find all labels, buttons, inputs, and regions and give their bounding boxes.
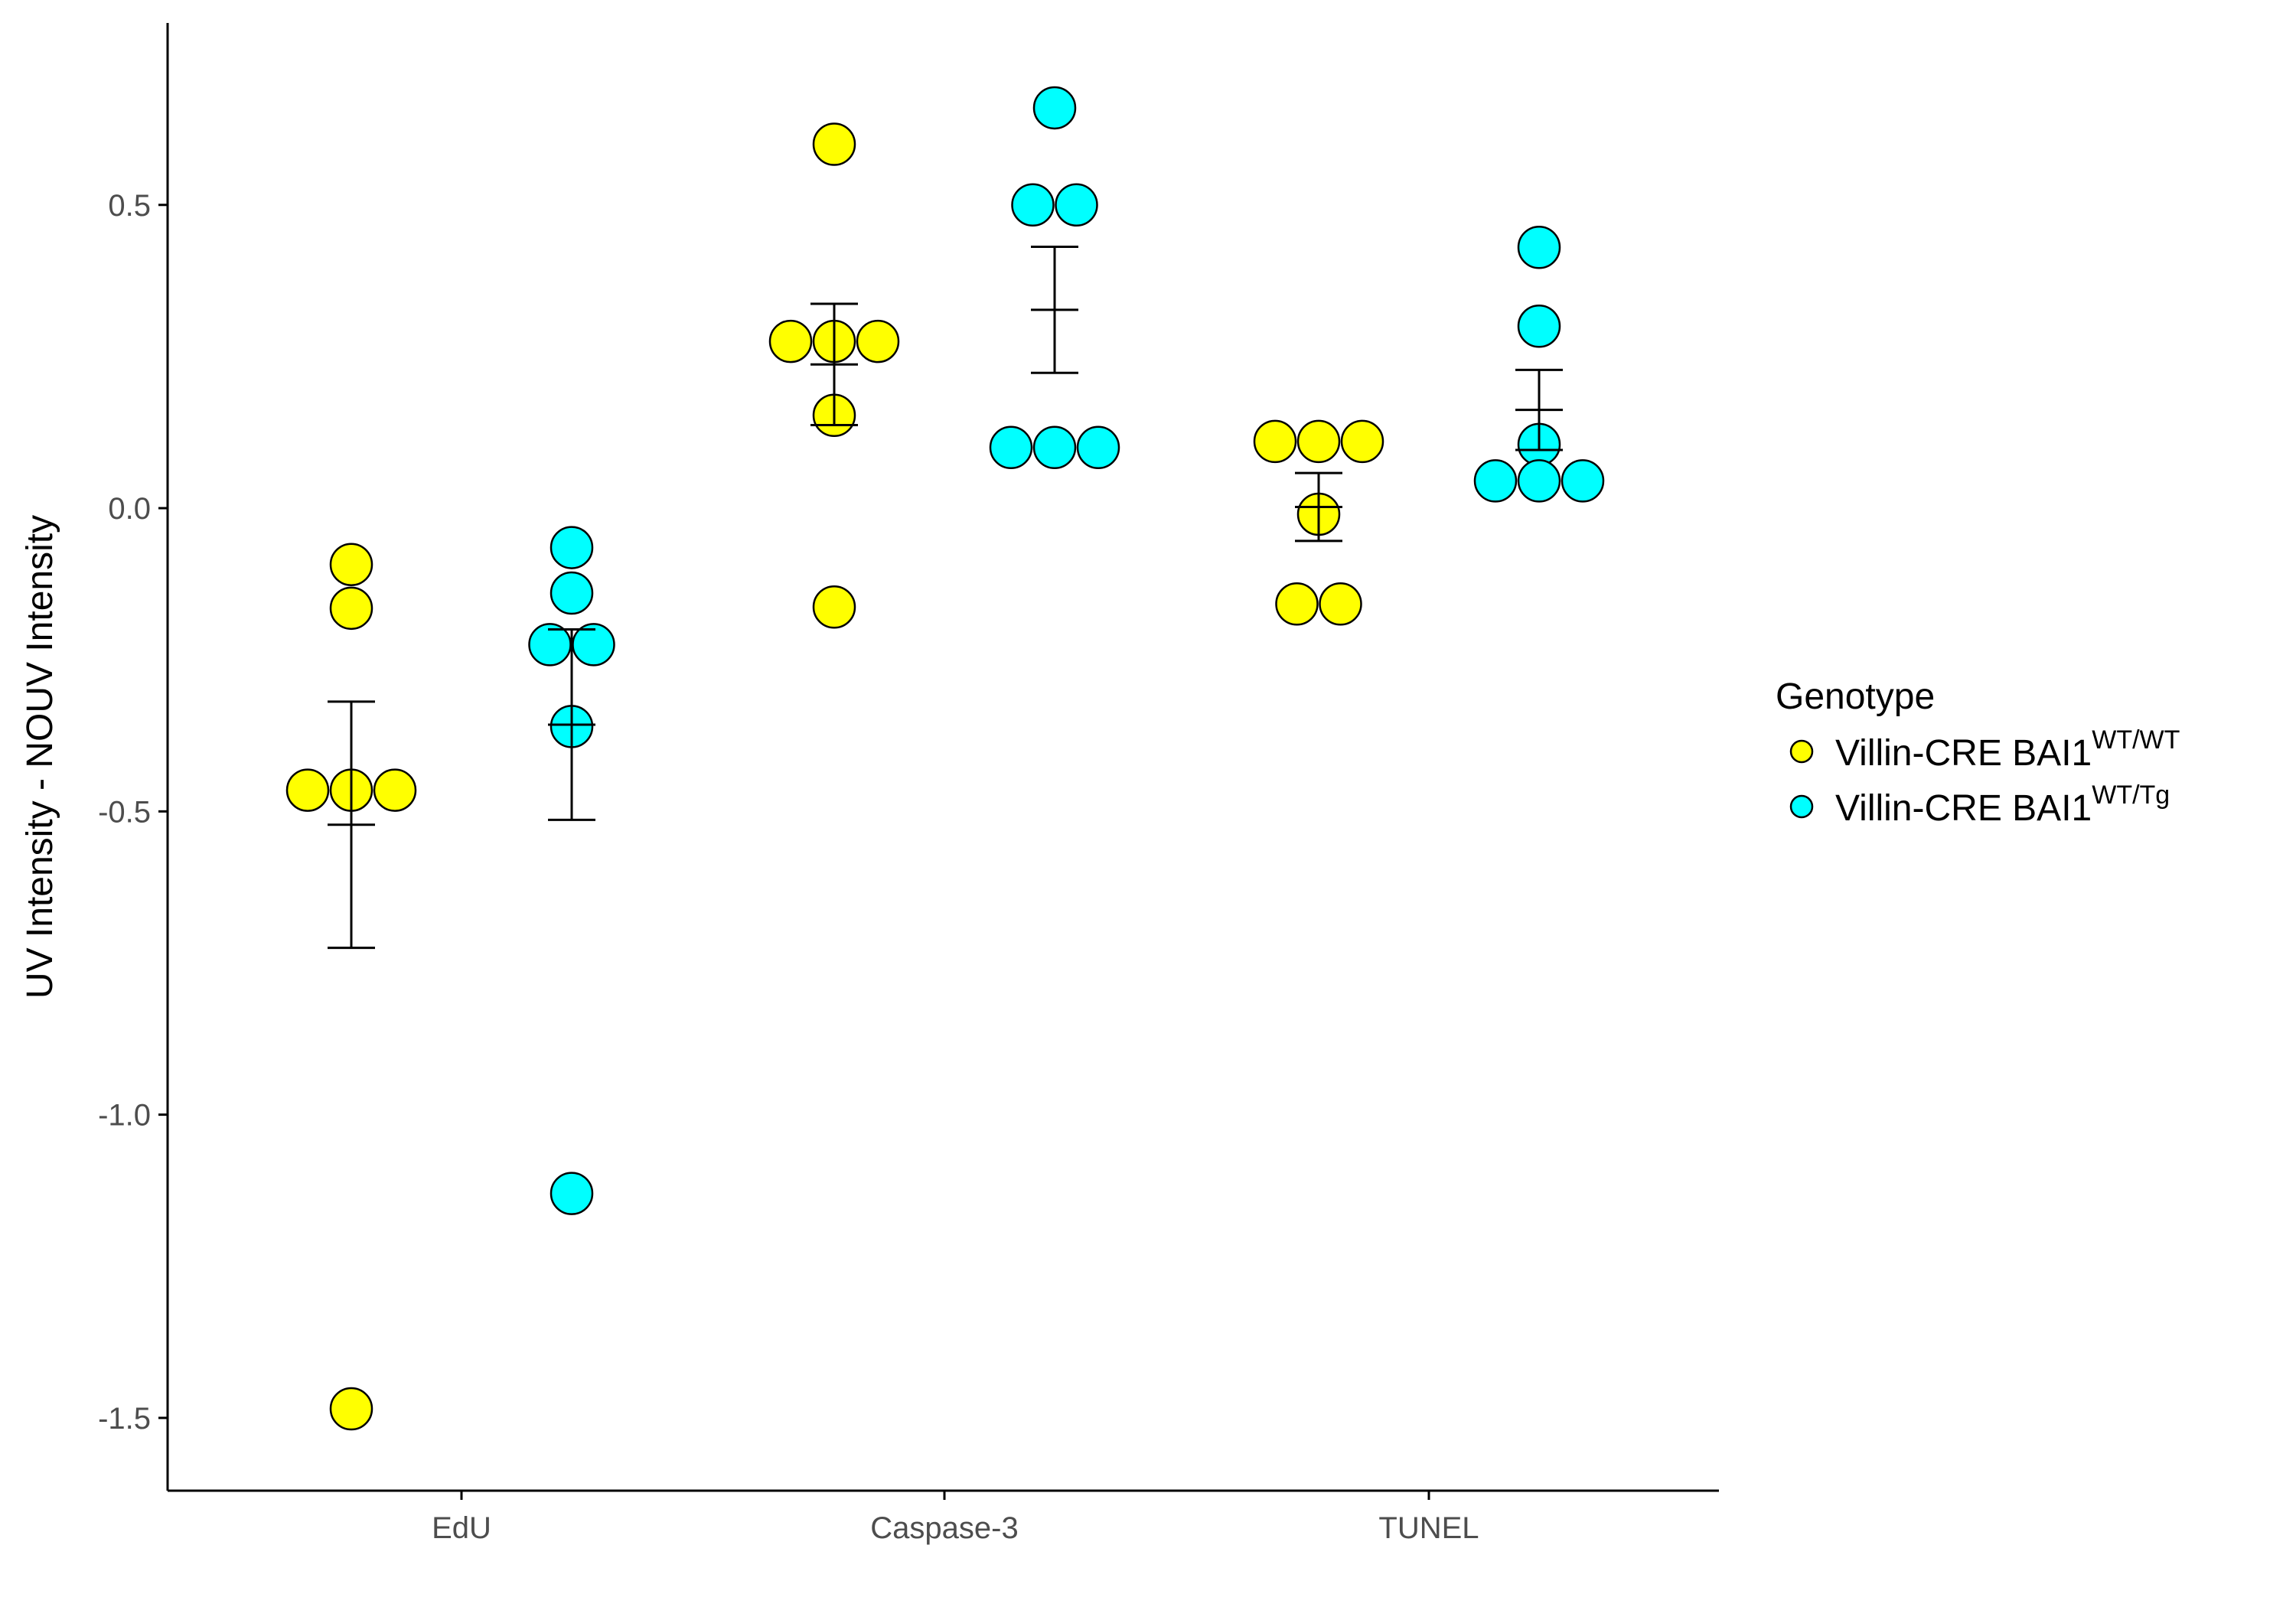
data-point — [1032, 86, 1077, 130]
data-point — [1275, 582, 1319, 626]
legend-title: Genotype — [1776, 676, 1935, 717]
data-point — [550, 571, 594, 615]
x-tick-label: TUNEL — [1378, 1511, 1479, 1545]
data-point — [812, 585, 856, 629]
data-point — [329, 543, 373, 587]
data-point — [812, 122, 856, 166]
data-point — [373, 768, 417, 812]
legend: Genotype Villin-CRE BAI1WT/WT Villin-CRE… — [1776, 676, 2180, 829]
data-point — [285, 768, 330, 812]
data-point — [856, 319, 900, 363]
legend-entry-wt-wt: Villin-CRE BAI1WT/WT — [1789, 725, 2180, 774]
y-tick-label: -1.5 — [98, 1402, 151, 1436]
data-point — [550, 1172, 594, 1215]
legend-key-wt-tg — [1789, 794, 1814, 819]
data-point — [1055, 183, 1098, 227]
x-axis-ticks: EdU Caspase-3 TUNEL — [432, 1491, 1479, 1545]
data-point — [1473, 459, 1518, 503]
data-point — [1517, 225, 1561, 269]
y-axis-title: UV Intensity - NOUV Intensity — [20, 515, 60, 999]
x-tick-label: EdU — [432, 1511, 491, 1545]
y-tick-label: 0.0 — [108, 492, 151, 526]
data-point — [1517, 459, 1561, 503]
data-point — [1296, 419, 1341, 464]
y-tick-label: 0.5 — [108, 189, 151, 223]
data-point — [1032, 425, 1077, 470]
data-point — [329, 1387, 373, 1431]
legend-entry-wt-tg: Villin-CRE BAI1WT/Tg — [1789, 781, 2170, 829]
errorbars-wt-tg — [548, 245, 1563, 821]
data-point — [1011, 183, 1055, 227]
data-point — [768, 319, 813, 363]
legend-label-wt-tg: Villin-CRE BAI1WT/Tg — [1835, 781, 2170, 829]
legend-key-wt-wt — [1789, 739, 1814, 764]
x-tick-label: Caspase-3 — [870, 1511, 1018, 1545]
data-point — [1319, 582, 1362, 626]
errorbars-wt-wt — [328, 302, 1342, 950]
data-point — [1561, 459, 1605, 503]
plot-area — [285, 86, 1605, 1431]
y-axis-ticks: 0.5 0.0 -0.5 -1.0 -1.5 — [98, 189, 168, 1436]
data-point — [1253, 419, 1297, 464]
series-wt-tg — [528, 86, 1605, 1215]
data-point — [989, 425, 1033, 470]
legend-label-wt-wt: Villin-CRE BAI1WT/WT — [1835, 725, 2180, 774]
data-point — [1517, 305, 1561, 348]
y-tick-label: -0.5 — [98, 795, 151, 829]
data-point — [550, 526, 594, 569]
data-point — [1076, 425, 1120, 470]
data-point — [329, 586, 373, 631]
axes — [166, 23, 1719, 1492]
y-tick-label: -1.0 — [98, 1099, 151, 1133]
data-point — [1340, 419, 1384, 464]
